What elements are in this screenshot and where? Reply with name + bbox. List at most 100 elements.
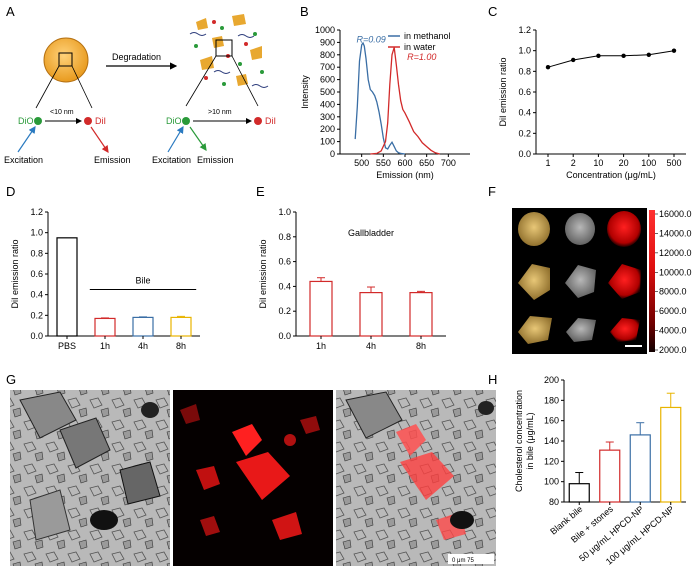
panel-label-B: B bbox=[300, 4, 309, 19]
bar bbox=[132, 316, 154, 337]
y-tick-label: 0.0 bbox=[518, 149, 531, 159]
annotation-methanol-r: R=0.09 bbox=[356, 34, 385, 44]
x-axis-label: Concentration (μg/mL) bbox=[566, 170, 656, 180]
x-axis-label: Emission (nm) bbox=[376, 170, 434, 180]
y-tick-label: 0.8 bbox=[30, 248, 43, 258]
bar bbox=[568, 483, 590, 503]
y-tick-label: 0.2 bbox=[30, 310, 43, 320]
panel-label-E: E bbox=[256, 184, 265, 199]
distance-near-label: <10 nm bbox=[50, 109, 74, 116]
panel-label-C: C bbox=[488, 4, 497, 19]
colorbar-tick-label: 4000.0 bbox=[659, 326, 687, 336]
dio-label: DiO bbox=[166, 116, 182, 126]
fluorescence-colorbar: 16000.0 14000.0 12000.0 10000.0 8000.0 6000.0… bbox=[649, 209, 692, 355]
y-tick-label: 100 bbox=[320, 137, 335, 147]
x-tick-label: 500 bbox=[666, 158, 681, 168]
stone-image-grid bbox=[512, 208, 647, 354]
data-point bbox=[671, 48, 677, 53]
stone-brightfield bbox=[518, 264, 550, 300]
stone-fluorescence bbox=[608, 264, 641, 299]
legend-label: in water bbox=[404, 42, 436, 52]
stone-row-2 bbox=[518, 264, 641, 300]
y-tick-label: 0.4 bbox=[278, 281, 291, 291]
series-line bbox=[547, 50, 675, 68]
bar bbox=[660, 406, 682, 503]
y-tick-label: 140 bbox=[544, 436, 559, 446]
stone-row-1 bbox=[518, 211, 641, 247]
y-tick-label: 0.0 bbox=[30, 331, 43, 341]
colorbar-tick-label: 14000.0 bbox=[659, 228, 692, 238]
panel-label-G: G bbox=[6, 372, 16, 387]
microscopy-merged: 0 μm 75 bbox=[336, 390, 496, 566]
y-tick-label: 1.0 bbox=[30, 228, 43, 238]
y-tick-label: 0 bbox=[330, 149, 335, 159]
excitation-label: Excitation bbox=[4, 155, 43, 165]
bar bbox=[56, 237, 78, 337]
x-tick-label: 2 bbox=[571, 158, 576, 168]
fret-near-diagram: DiO DiI <10 nm Excitation Emission bbox=[4, 109, 131, 165]
data-point bbox=[596, 53, 601, 59]
y-tick-label: 300 bbox=[320, 112, 335, 122]
x-tick-label: 8h bbox=[416, 341, 426, 351]
chart-h-cholesterol: 80 100 120 140 160 180 200 Cholesterol concentr… bbox=[514, 375, 686, 567]
series-line-methanol bbox=[354, 41, 406, 155]
y-tick-label: 200 bbox=[320, 124, 335, 134]
panel-label-D: D bbox=[6, 184, 15, 199]
y-tick-label: 180 bbox=[544, 395, 559, 405]
chart-c-concentration-ratio: 0.0 0.2 0.4 0.6 0.8 1.0 1.2 DiI emission ratio 1… bbox=[498, 25, 686, 180]
data-point bbox=[545, 65, 551, 70]
bar bbox=[629, 434, 651, 503]
y-tick-label: 200 bbox=[544, 375, 559, 385]
degradation-label: Degradation bbox=[112, 52, 161, 62]
x-tick-label: 550 bbox=[376, 158, 391, 168]
x-tick-label: 1h bbox=[316, 341, 326, 351]
bile-group-label: Bile bbox=[135, 276, 150, 286]
y-tick-label: 0.4 bbox=[518, 108, 531, 118]
excitation-label: Excitation bbox=[152, 155, 191, 165]
data-point bbox=[646, 52, 651, 57]
y-tick-label: 0.8 bbox=[278, 232, 291, 242]
stone-grayscale bbox=[565, 265, 596, 298]
x-tick-label: 4h bbox=[138, 341, 148, 351]
data-point bbox=[571, 57, 576, 63]
emission-label: Emission bbox=[94, 155, 131, 165]
y-tick-label: 80 bbox=[549, 497, 559, 507]
dil-label: DiI bbox=[265, 116, 276, 126]
y-tick-label: 0.8 bbox=[518, 66, 531, 76]
schematic-degraded-nanoparticle bbox=[185, 14, 269, 107]
y-axis-label: DiI emission ratio bbox=[258, 239, 268, 308]
y-tick-label: 0.6 bbox=[278, 257, 291, 267]
schematic-intact-nanoparticle bbox=[35, 37, 93, 109]
colorbar-tick-label: 8000.0 bbox=[659, 287, 687, 297]
x-tick-label: 500 bbox=[354, 158, 369, 168]
colorbar-tick-label: 12000.0 bbox=[659, 248, 692, 258]
y-tick-label: 1000 bbox=[315, 25, 335, 35]
y-tick-label: 0.4 bbox=[30, 290, 43, 300]
series-line-water bbox=[370, 47, 440, 155]
dio-label: DiO bbox=[18, 116, 34, 126]
degradation-arrow: Degradation bbox=[106, 52, 178, 70]
colorbar-tick-label: 6000.0 bbox=[659, 306, 687, 316]
y-axis-label-unit: in bile (μg/mL) bbox=[525, 412, 535, 469]
stone-grayscale bbox=[566, 318, 596, 342]
panel-label-H: H bbox=[488, 372, 497, 387]
x-tick-label: 8h bbox=[176, 341, 186, 351]
bar bbox=[409, 292, 433, 337]
x-tick-label: 100 bbox=[641, 158, 656, 168]
stone-row-3 bbox=[518, 316, 640, 344]
y-tick-label: 100 bbox=[544, 477, 559, 487]
data-point bbox=[621, 53, 626, 59]
x-tick-label: 20 bbox=[619, 158, 629, 168]
x-tick-label: 650 bbox=[419, 158, 434, 168]
y-tick-label: 500 bbox=[320, 87, 335, 97]
x-tick-label: 1 bbox=[545, 158, 550, 168]
panel-label-F: F bbox=[488, 184, 496, 199]
y-tick-label: 0.2 bbox=[518, 128, 531, 138]
x-tick-label: 700 bbox=[441, 158, 456, 168]
y-tick-label: 1.2 bbox=[30, 207, 43, 217]
y-axis-label: DiI emission ratio bbox=[498, 57, 508, 126]
annotation-water-r: R=1.00 bbox=[407, 52, 436, 62]
y-tick-label: 400 bbox=[320, 99, 335, 109]
microscopy-fluorescence bbox=[173, 390, 333, 566]
y-tick-label: 120 bbox=[544, 456, 559, 466]
